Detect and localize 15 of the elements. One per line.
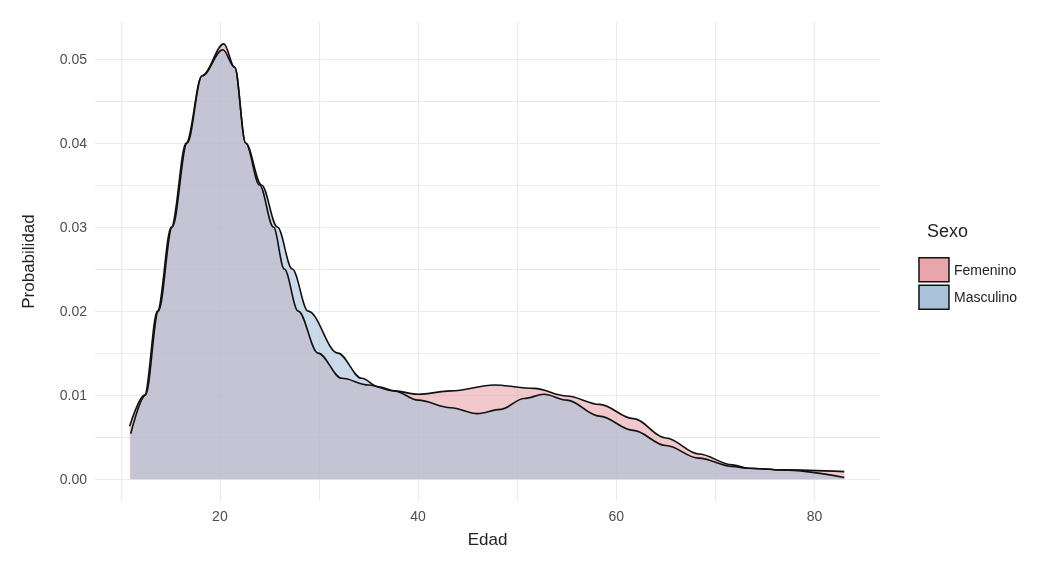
x-axis-title: Edad (467, 530, 508, 549)
y-tick-label: 0.05 (59, 50, 88, 67)
legend-label: Masculino (953, 289, 1018, 306)
y-tick-label: 0.01 (59, 387, 88, 404)
y-tick-label: 0.03 (59, 219, 88, 236)
y-tick-label: 0.00 (59, 471, 88, 488)
legend-label: Femenino (953, 261, 1017, 278)
y-tick-label: 0.02 (59, 303, 88, 320)
y-tick-label: 0.04 (59, 135, 88, 152)
y-axis-title: Probabilidad (19, 214, 38, 309)
x-tick-label: 40 (410, 508, 427, 524)
x-tick-label: 20 (212, 508, 228, 524)
x-tick-label: 60 (608, 508, 625, 524)
x-tick-label: 80 (806, 508, 823, 524)
legend-title: Sexo (926, 221, 968, 241)
